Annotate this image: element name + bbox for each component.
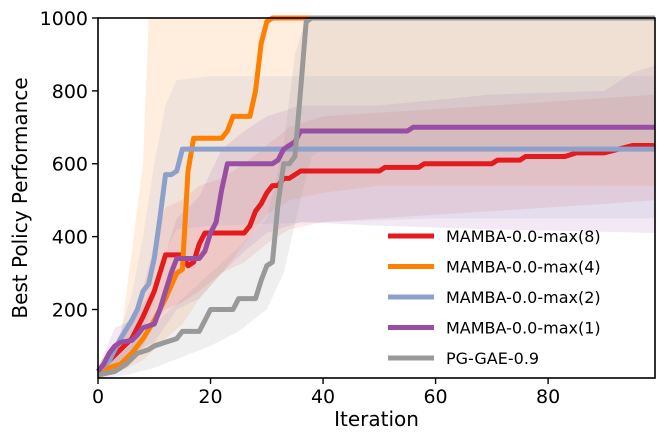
plot-frame (97, 17, 656, 379)
y-tick-label: 200 (52, 299, 88, 321)
y-tick-label: 600 (52, 154, 88, 176)
legend-label: MAMBA-0.0-max(8) (446, 227, 601, 246)
legend: MAMBA-0.0-max(8) MAMBA-0.0-max(4) MAMBA-0.… (388, 227, 601, 368)
x-axis-label: Iteration (334, 407, 419, 431)
band-mamba-0-0-max-8 (98, 94, 655, 376)
x-axis-ticks: 0 20 40 60 80 (92, 378, 560, 408)
y-tick-label: 400 (52, 227, 88, 249)
legend-label: MAMBA-0.0-max(4) (446, 258, 601, 277)
x-tick-label: 80 (536, 386, 560, 408)
y-tick-label: 1000 (40, 8, 88, 30)
y-tick-label: 800 (52, 81, 88, 103)
series-line-pg-gae-0-9 (97, 15, 655, 378)
legend-label: PG-GAE-0.9 (446, 349, 539, 368)
band-mamba-0-0-max-4 (98, 18, 655, 376)
x-tick-label: 40 (311, 386, 335, 408)
series-line-mamba-0-0-max-1 (96, 124, 655, 373)
legend-label: MAMBA-0.0-max(2) (446, 288, 601, 307)
y-axis-label: Best Policy Performance (8, 77, 32, 318)
series-line-mamba-0-0-max-4 (97, 15, 655, 374)
x-tick-label: 0 (92, 386, 104, 408)
series-line-mamba-0-0-max-2 (96, 146, 655, 374)
series-lines (96, 15, 655, 378)
x-tick-label: 20 (198, 386, 222, 408)
band-pg-gae-0-9 (98, 18, 655, 379)
x-tick-label: 60 (423, 386, 447, 408)
y-axis-ticks: 200 400 600 800 1000 (40, 8, 98, 321)
series-line-mamba-0-0-max-8 (96, 143, 655, 374)
legend-label: MAMBA-0.0-max(1) (446, 319, 601, 338)
band-mamba-0-0-max-1 (98, 65, 655, 376)
